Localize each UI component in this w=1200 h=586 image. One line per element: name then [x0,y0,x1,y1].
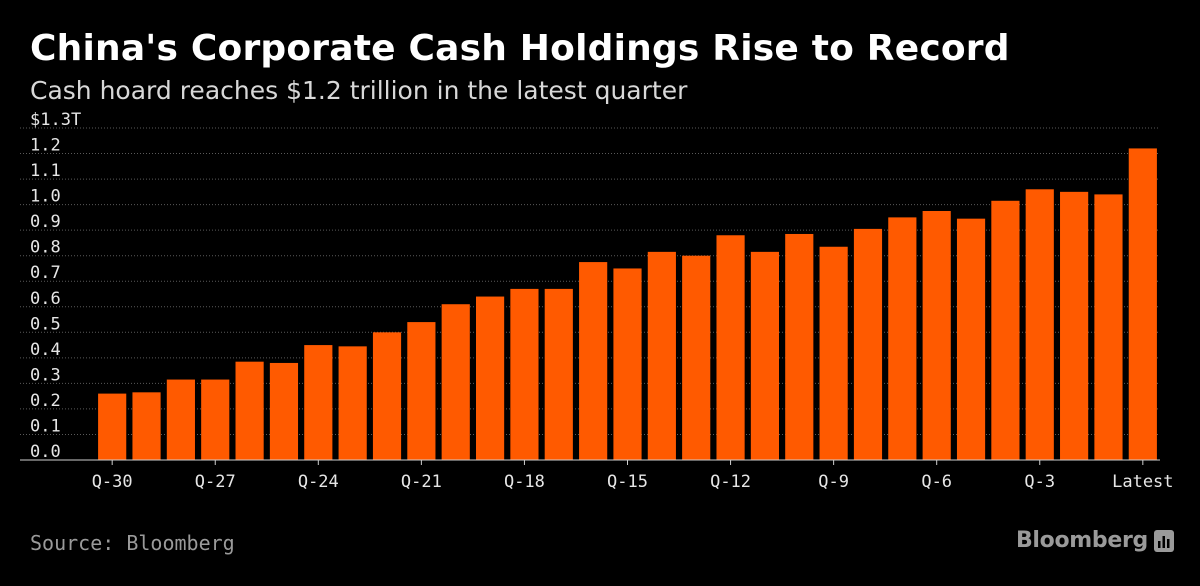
bar-q-19 [476,296,505,460]
y-tick-label: 0.7 [30,263,61,283]
bars [98,148,1157,461]
chart-subtitle: Cash hoard reaches $1.2 trillion in the … [30,76,688,105]
bar-q-6 [922,211,951,460]
y-tick-label: 0.5 [30,314,61,334]
x-tick-label: Q-12 [710,472,751,492]
bar-q-26 [235,361,264,460]
bar-q-27 [201,379,230,460]
bar-q-12 [716,235,745,460]
y-tick-label: 0.1 [30,416,61,436]
bar-q-25 [269,362,299,460]
y-tick-label: 1.2 [30,136,61,156]
bar-q-23 [338,346,367,460]
y-tick-label: 0.3 [30,365,61,385]
bar-q-13 [682,255,711,460]
y-tick-label: 0.8 [30,238,61,258]
bar-q-10 [785,233,814,460]
bar-latest [1128,148,1157,460]
bar-q-1 [1094,194,1123,460]
bloomberg-terminal-icon [1154,530,1174,552]
bar-q-16 [579,262,608,460]
y-tick-label: 1.1 [30,161,61,181]
bar-q-9 [819,246,848,460]
bar-q-4 [991,200,1020,460]
bar-q-15 [613,268,642,460]
x-tick-label: Q-6 [921,472,952,492]
bar-q-29 [132,392,161,460]
bar-q-18 [510,288,539,460]
x-tick-label: Latest [1112,472,1173,492]
x-tick-label: Q-18 [504,472,545,492]
y-tick-label: 0.9 [30,212,61,232]
x-tick-label: Q-30 [92,472,133,492]
bloomberg-logo: Bloomberg [1015,528,1148,553]
y-tick-label: 0.4 [30,340,61,360]
bar-q-20 [441,304,470,460]
chart-title: China's Corporate Cash Holdings Rise to … [30,28,1010,69]
y-tick-label: 0.2 [30,391,61,411]
bar-q-28 [166,379,195,460]
x-tick-label: Q-21 [401,472,442,492]
bar-q-8 [853,228,883,460]
bar-q-24 [304,345,333,460]
x-tick-label: Q-15 [607,472,648,492]
bar-q-21 [407,322,436,460]
x-tick-label: Q-27 [195,472,236,492]
y-tick-label: 1.0 [30,187,61,207]
x-tick-label: Q-3 [1024,472,1055,492]
y-axis-ticks: 0.0 0.1 0.2 0.3 0.4 0.5 0.6 0.7 0.8 0.9 1.0 1.1 1.2 $… [30,110,81,462]
y-tick-label: 0.6 [30,289,61,309]
x-tick-label: Q-24 [298,472,339,492]
bar-q-30 [98,393,127,460]
bar-q-22 [372,332,402,460]
x-axis-ticks: Q-30 Q-27 Q-24 Q-21 Q-18 Q-15 Q-12 Q-9 Q-6 Q-3 Lat… [92,460,1174,492]
x-tick-label: Q-9 [818,472,849,492]
bar-q-5 [956,218,986,460]
source-note: Source: Bloomberg [30,531,235,555]
bar-q-14 [647,251,676,460]
y-tick-label: $1.3T [30,110,81,130]
bar-q-11 [750,251,779,460]
bar-q-17 [544,288,573,460]
bar-q-2 [1060,191,1089,460]
bar-q-3 [1025,189,1054,461]
bar-q-7 [888,217,917,460]
y-tick-label: 0.0 [30,442,61,462]
